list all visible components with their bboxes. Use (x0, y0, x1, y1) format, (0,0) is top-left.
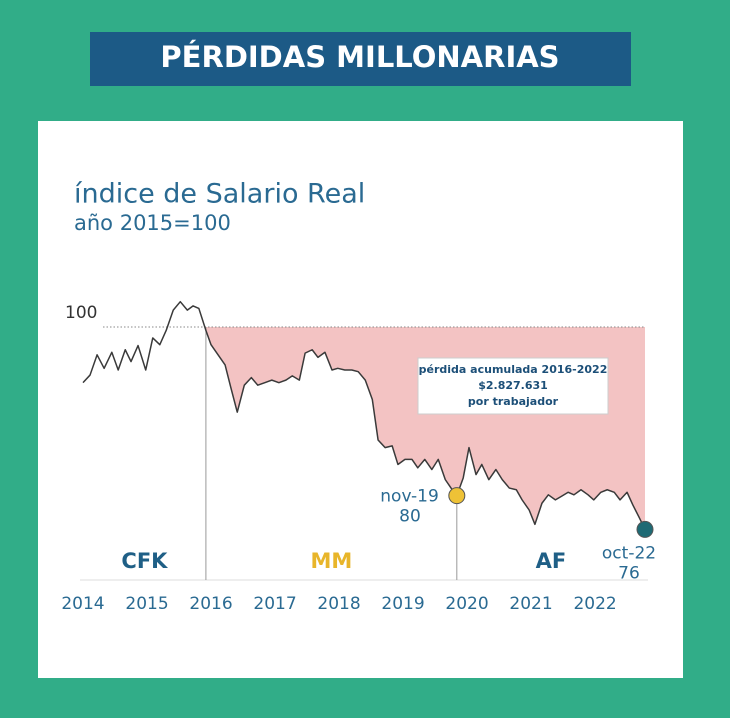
note-box (417, 357, 609, 415)
x-tick-label: 2014 (61, 594, 104, 614)
chart-subtitle: año 2015=100 (74, 211, 231, 235)
note-text: pérdida acumulada 2016-2022 (419, 363, 608, 376)
period-label: AF (536, 549, 567, 573)
x-tick-label: 2021 (509, 594, 552, 614)
x-tick-label: 2017 (253, 594, 296, 614)
annotation-value: 76 (618, 563, 640, 583)
annotation-point (636, 520, 654, 538)
x-tick-label: 2022 (573, 594, 616, 614)
chart-title: índice de Salario Real (74, 179, 365, 210)
x-tick-label: 2018 (317, 594, 360, 614)
annotation-point (448, 487, 466, 505)
x-tick-label: 2015 (125, 594, 168, 614)
data-line (82, 300, 646, 530)
period-label: MM (310, 549, 352, 573)
annotation-label: oct-22 (602, 543, 656, 563)
x-tick-label: 2020 (445, 594, 488, 614)
note-text: por trabajador (468, 395, 559, 408)
x-tick-label: 2016 (189, 594, 232, 614)
annotation-label: nov-19 (380, 487, 439, 507)
annotation-value: 80 (399, 507, 421, 527)
title-bar (90, 32, 631, 86)
period-label: CFK (121, 549, 168, 573)
y-tick-label: 100 (65, 303, 97, 323)
x-tick-label: 2019 (381, 594, 424, 614)
header-title: PÉRDIDAS MILLONARIAS (160, 40, 559, 74)
note-text: $2.827.631 (478, 379, 548, 392)
